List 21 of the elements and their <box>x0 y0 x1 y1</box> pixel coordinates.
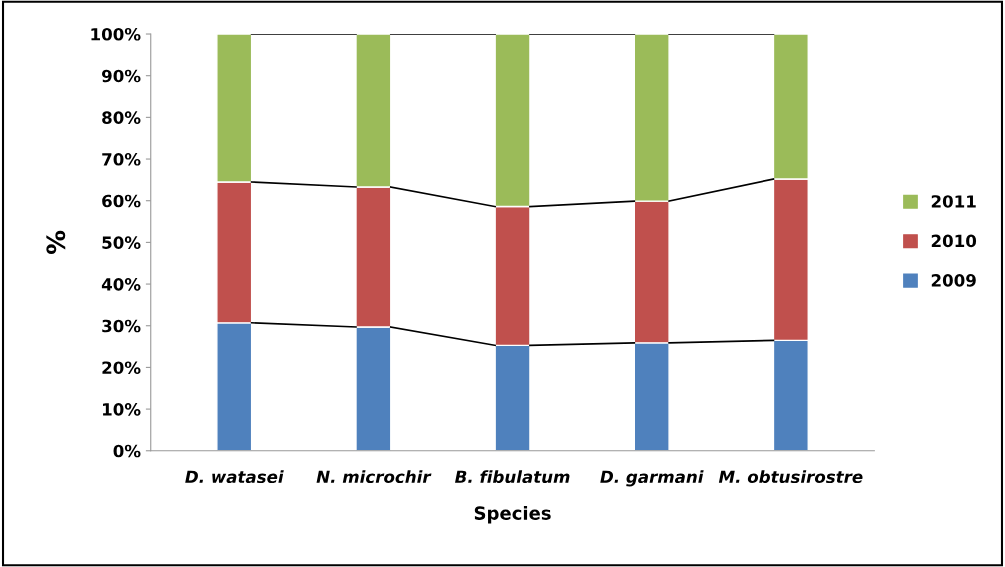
y-tick-label: 70% <box>102 153 141 166</box>
y-tick-label: 20% <box>102 361 141 374</box>
x-axis-title: Species <box>474 505 551 524</box>
x-tick-label: D. garmani <box>600 470 704 487</box>
x-tick-label: M. obtusirostre <box>718 470 863 484</box>
y-tick-label: 10% <box>103 403 141 416</box>
y-tick-label: 40% <box>101 278 141 291</box>
y-tick-label: 80% <box>102 111 141 124</box>
legend-label: 2009 <box>931 274 976 287</box>
y-tick-label: 50% <box>102 236 141 249</box>
y-tick-label: 100% <box>91 27 141 41</box>
x-tick-label: B. fibulatum <box>455 470 570 484</box>
y-tick-label: 90% <box>102 69 141 83</box>
y-tick-label: 60% <box>102 194 141 208</box>
legend-label: 2010 <box>931 234 977 248</box>
x-tick-label: N. microchir <box>316 470 432 484</box>
x-tick-label: D. watasei <box>185 470 284 484</box>
legend-label: 2011 <box>931 195 976 208</box>
y-tick-label: 0% <box>113 444 141 458</box>
y-tick-label: 30% <box>102 319 141 333</box>
y-axis-title: % <box>46 230 66 255</box>
